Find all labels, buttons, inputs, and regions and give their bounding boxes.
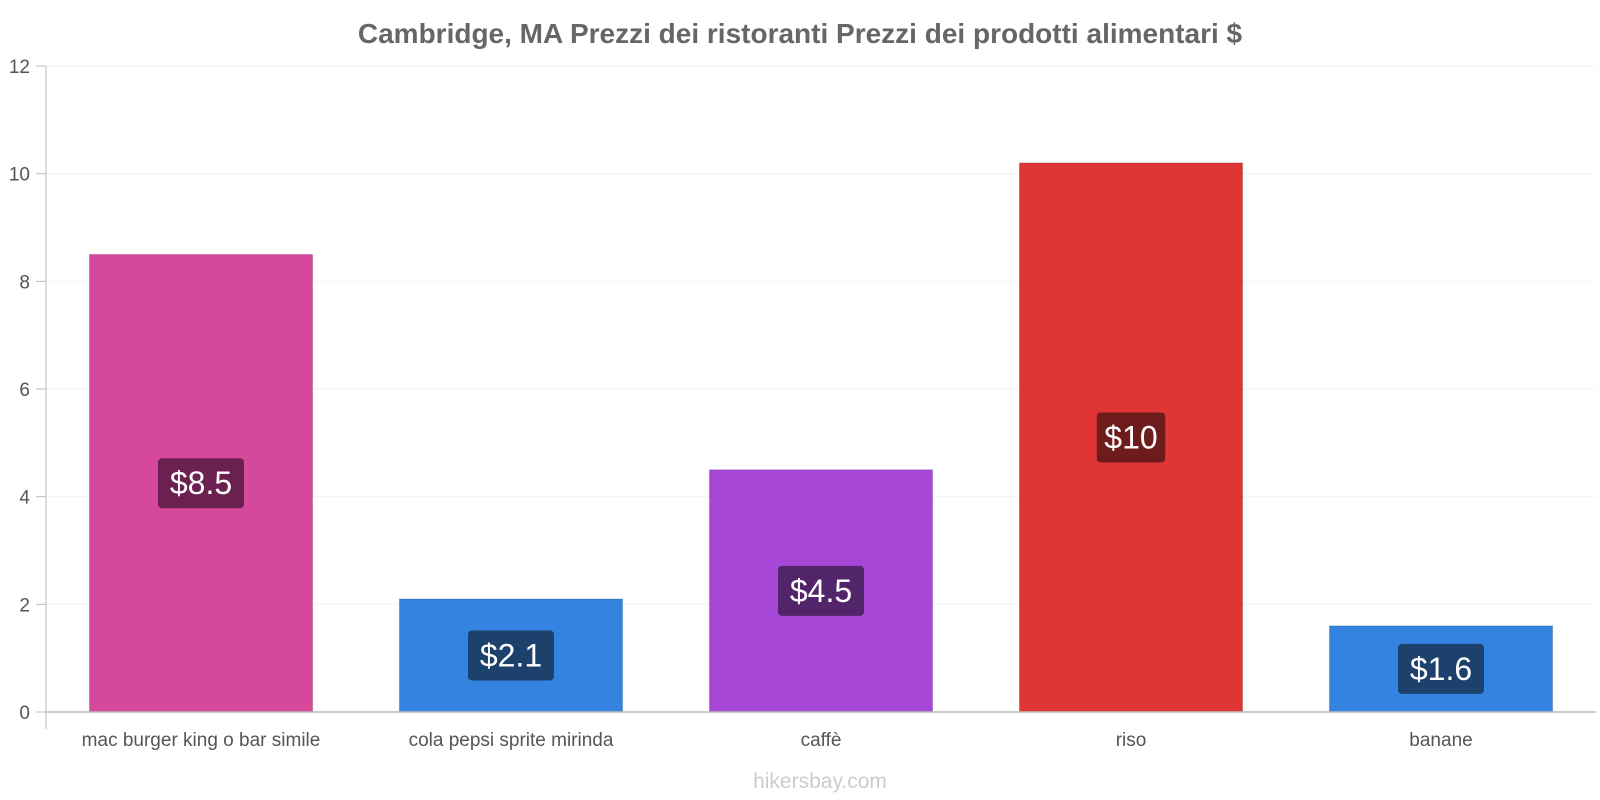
y-tick-label: 12: [9, 57, 30, 78]
y-tick-label: 8: [19, 272, 30, 293]
y-axis-ticks: 0 2 4 6 8 10 12: [9, 57, 46, 724]
value-label: $4.5: [790, 573, 852, 609]
y-tick-label: 2: [19, 595, 30, 616]
y-tick-label: 0: [19, 703, 30, 724]
value-label-bg: [778, 565, 864, 616]
y-tick-label: 6: [19, 380, 30, 401]
value-label: $8.5: [170, 465, 232, 501]
category-label: mac burger king o bar simile: [82, 730, 321, 751]
y-tick-label: 4: [19, 488, 30, 509]
category-label: cola pepsi sprite mirinda: [409, 730, 614, 751]
category-labels: mac burger king o bar simile cola pepsi s…: [82, 730, 1473, 751]
value-label: $10: [1104, 419, 1157, 455]
value-label-bg: [468, 630, 554, 681]
value-label: $2.1: [480, 637, 542, 673]
y-tick-label: 10: [9, 165, 30, 186]
value-label-bg: [1096, 412, 1166, 463]
value-label: $1.6: [1410, 651, 1472, 687]
category-label: caffè: [801, 730, 842, 751]
category-label: riso: [1116, 730, 1147, 751]
value-label-bg: [158, 458, 244, 509]
chart-title: Cambridge, MA Prezzi dei ristoranti Prez…: [358, 18, 1243, 49]
site-credit[interactable]: hikersbay.com: [753, 770, 887, 793]
bars: [88, 162, 1554, 713]
value-labels: $8.5 $2.1 $4.5 $10 $1.6: [158, 412, 1484, 694]
category-label: banane: [1409, 730, 1472, 751]
value-label-bg: [1398, 643, 1484, 694]
